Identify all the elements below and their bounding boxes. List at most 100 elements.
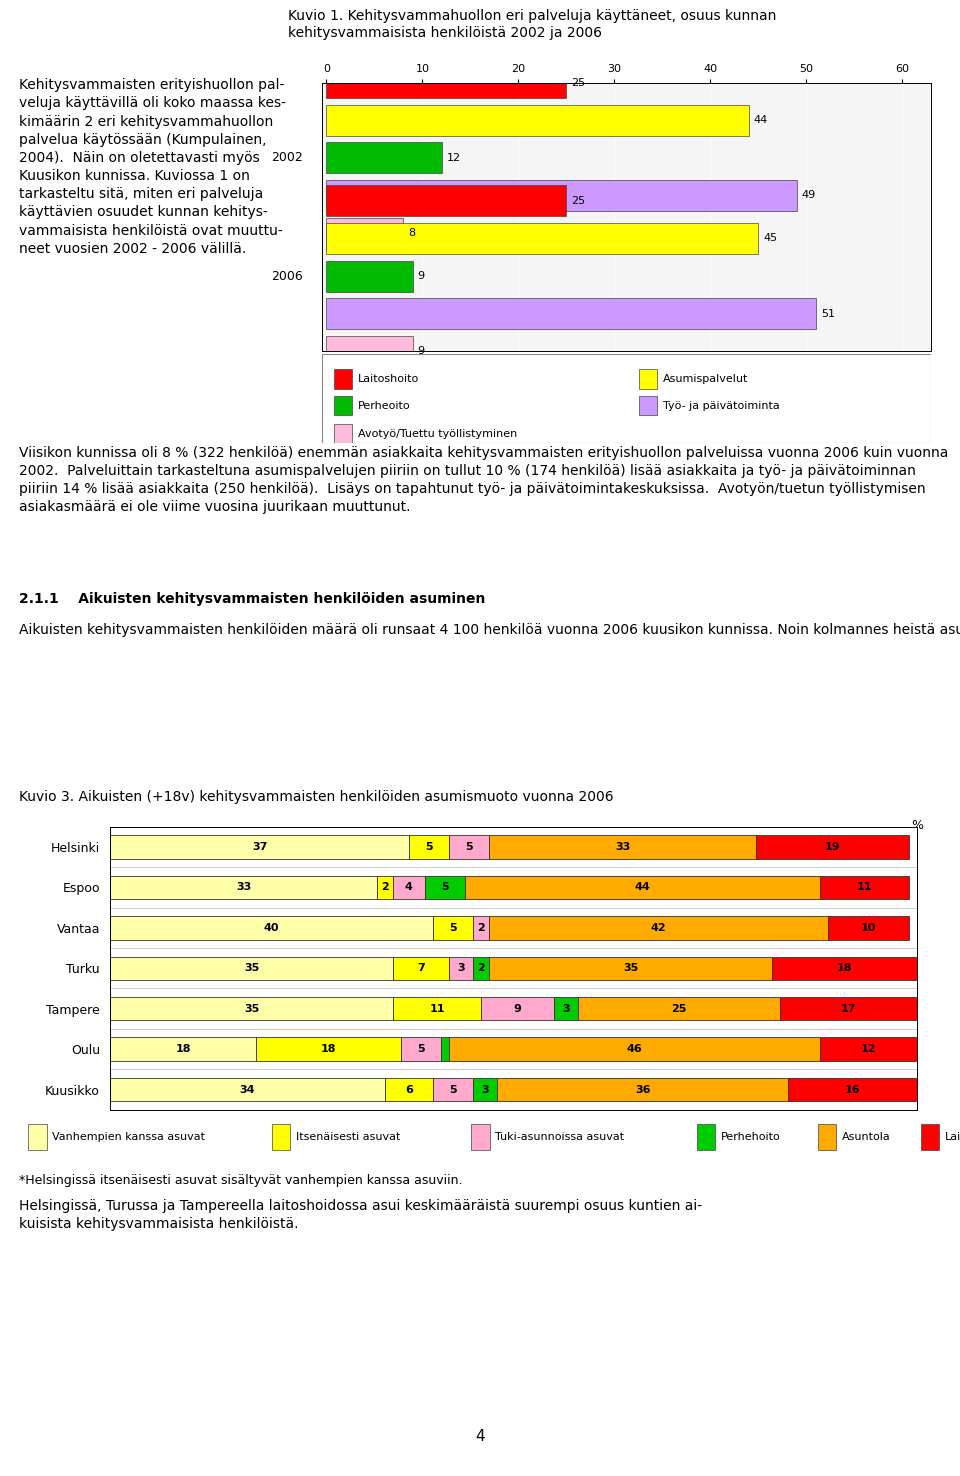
Text: 8: 8 <box>408 229 415 238</box>
Bar <box>433 1077 473 1101</box>
Bar <box>326 186 566 217</box>
Text: 18: 18 <box>176 1044 191 1054</box>
Text: Tuki-asunnoissa asuvat: Tuki-asunnoissa asuvat <box>495 1132 624 1142</box>
Text: Asuntola: Asuntola <box>842 1132 891 1142</box>
Text: 7: 7 <box>417 964 424 973</box>
Bar <box>441 1038 449 1061</box>
Text: 5: 5 <box>417 1044 424 1054</box>
Text: 36: 36 <box>635 1085 650 1095</box>
Text: 3: 3 <box>563 1004 570 1014</box>
Bar <box>393 996 481 1020</box>
Bar <box>473 956 490 980</box>
Text: Laitoshoito: Laitoshoito <box>358 373 420 384</box>
Bar <box>393 875 425 899</box>
Bar <box>326 180 797 211</box>
Bar <box>828 917 909 940</box>
Text: 18: 18 <box>321 1044 336 1054</box>
Bar <box>110 1077 385 1101</box>
Bar <box>326 68 566 97</box>
Bar <box>490 917 828 940</box>
Text: 5: 5 <box>449 922 457 933</box>
Text: 25: 25 <box>571 78 586 87</box>
Text: 33: 33 <box>236 883 252 893</box>
Bar <box>490 956 772 980</box>
Text: 5: 5 <box>466 841 473 852</box>
Bar <box>334 396 352 415</box>
Text: 42: 42 <box>651 922 666 933</box>
Bar <box>29 1123 47 1150</box>
Bar <box>400 1038 441 1061</box>
Bar <box>473 1077 497 1101</box>
Text: 33: 33 <box>614 841 630 852</box>
Bar <box>433 917 473 940</box>
Text: 9: 9 <box>418 272 424 280</box>
Text: 37: 37 <box>252 841 267 852</box>
Text: 44: 44 <box>635 883 651 893</box>
Text: 11: 11 <box>429 1004 444 1014</box>
Bar <box>326 223 758 254</box>
Text: 3: 3 <box>482 1085 490 1095</box>
Text: 10: 10 <box>861 922 876 933</box>
Text: 6: 6 <box>405 1085 413 1095</box>
Text: 5: 5 <box>442 883 449 893</box>
Bar <box>780 996 917 1020</box>
Bar <box>638 369 657 388</box>
Text: 3: 3 <box>457 964 465 973</box>
Text: Vanhempien kanssa asuvat: Vanhempien kanssa asuvat <box>53 1132 205 1142</box>
Text: 18: 18 <box>836 964 852 973</box>
Text: 12: 12 <box>861 1044 876 1054</box>
Bar <box>326 261 413 292</box>
Bar <box>393 956 449 980</box>
Bar <box>326 142 442 173</box>
Bar <box>110 1038 255 1061</box>
Text: 19: 19 <box>825 841 840 852</box>
Text: Kehitysvammaisten erityishuollon pal-
veluja käyttävillä oli koko maassa kes-
ki: Kehitysvammaisten erityishuollon pal- ve… <box>19 78 286 255</box>
Bar <box>255 1038 400 1061</box>
Bar <box>326 337 413 366</box>
Bar <box>638 396 657 415</box>
Text: 9: 9 <box>418 347 424 356</box>
Bar <box>578 996 780 1020</box>
Text: 51: 51 <box>821 308 835 319</box>
Text: 12: 12 <box>446 154 461 162</box>
Text: 4: 4 <box>475 1429 485 1444</box>
Bar <box>772 956 917 980</box>
Text: 49: 49 <box>802 190 816 201</box>
Bar <box>471 1123 490 1150</box>
Bar <box>818 1123 836 1150</box>
Text: 11: 11 <box>856 883 872 893</box>
Bar <box>326 105 749 136</box>
Text: 2.1.1    Aikuisten kehitysvammaisten henkilöiden asuminen: 2.1.1 Aikuisten kehitysvammaisten henkil… <box>19 592 486 607</box>
Bar <box>554 996 578 1020</box>
Text: Perheoito: Perheoito <box>358 400 411 410</box>
Text: *Helsingissä itsenäisesti asuvat sisältyvät vanhempien kanssa asuviin.: *Helsingissä itsenäisesti asuvat sisälty… <box>19 1175 463 1187</box>
Text: Itsenäisesti asuvat: Itsenäisesti asuvat <box>296 1132 400 1142</box>
Bar <box>788 1077 917 1101</box>
Text: 2: 2 <box>477 964 485 973</box>
Bar <box>326 217 403 248</box>
Bar <box>326 298 816 329</box>
Text: 25: 25 <box>671 1004 686 1014</box>
Text: 5: 5 <box>425 841 433 852</box>
Text: 46: 46 <box>627 1044 642 1054</box>
Text: 35: 35 <box>244 1004 259 1014</box>
Bar <box>110 875 376 899</box>
Bar <box>820 875 909 899</box>
Text: 2002: 2002 <box>271 152 302 164</box>
Bar <box>385 1077 433 1101</box>
Bar <box>449 835 490 859</box>
Bar <box>449 1038 820 1061</box>
Text: 17: 17 <box>841 1004 856 1014</box>
Bar <box>756 835 909 859</box>
Bar <box>334 424 352 444</box>
Text: 45: 45 <box>763 233 778 244</box>
Text: 44: 44 <box>754 115 768 125</box>
Bar <box>820 1038 917 1061</box>
Text: 2: 2 <box>381 883 389 893</box>
Text: Kuvio 3. Aikuisten (+18v) kehitysvammaisten henkilöiden asumismuoto vuonna 2006: Kuvio 3. Aikuisten (+18v) kehitysvammais… <box>19 790 613 804</box>
Text: Perhehoito: Perhehoito <box>721 1132 780 1142</box>
Text: 40: 40 <box>264 922 279 933</box>
Bar <box>110 835 409 859</box>
Bar <box>921 1123 940 1150</box>
Text: 35: 35 <box>244 964 259 973</box>
